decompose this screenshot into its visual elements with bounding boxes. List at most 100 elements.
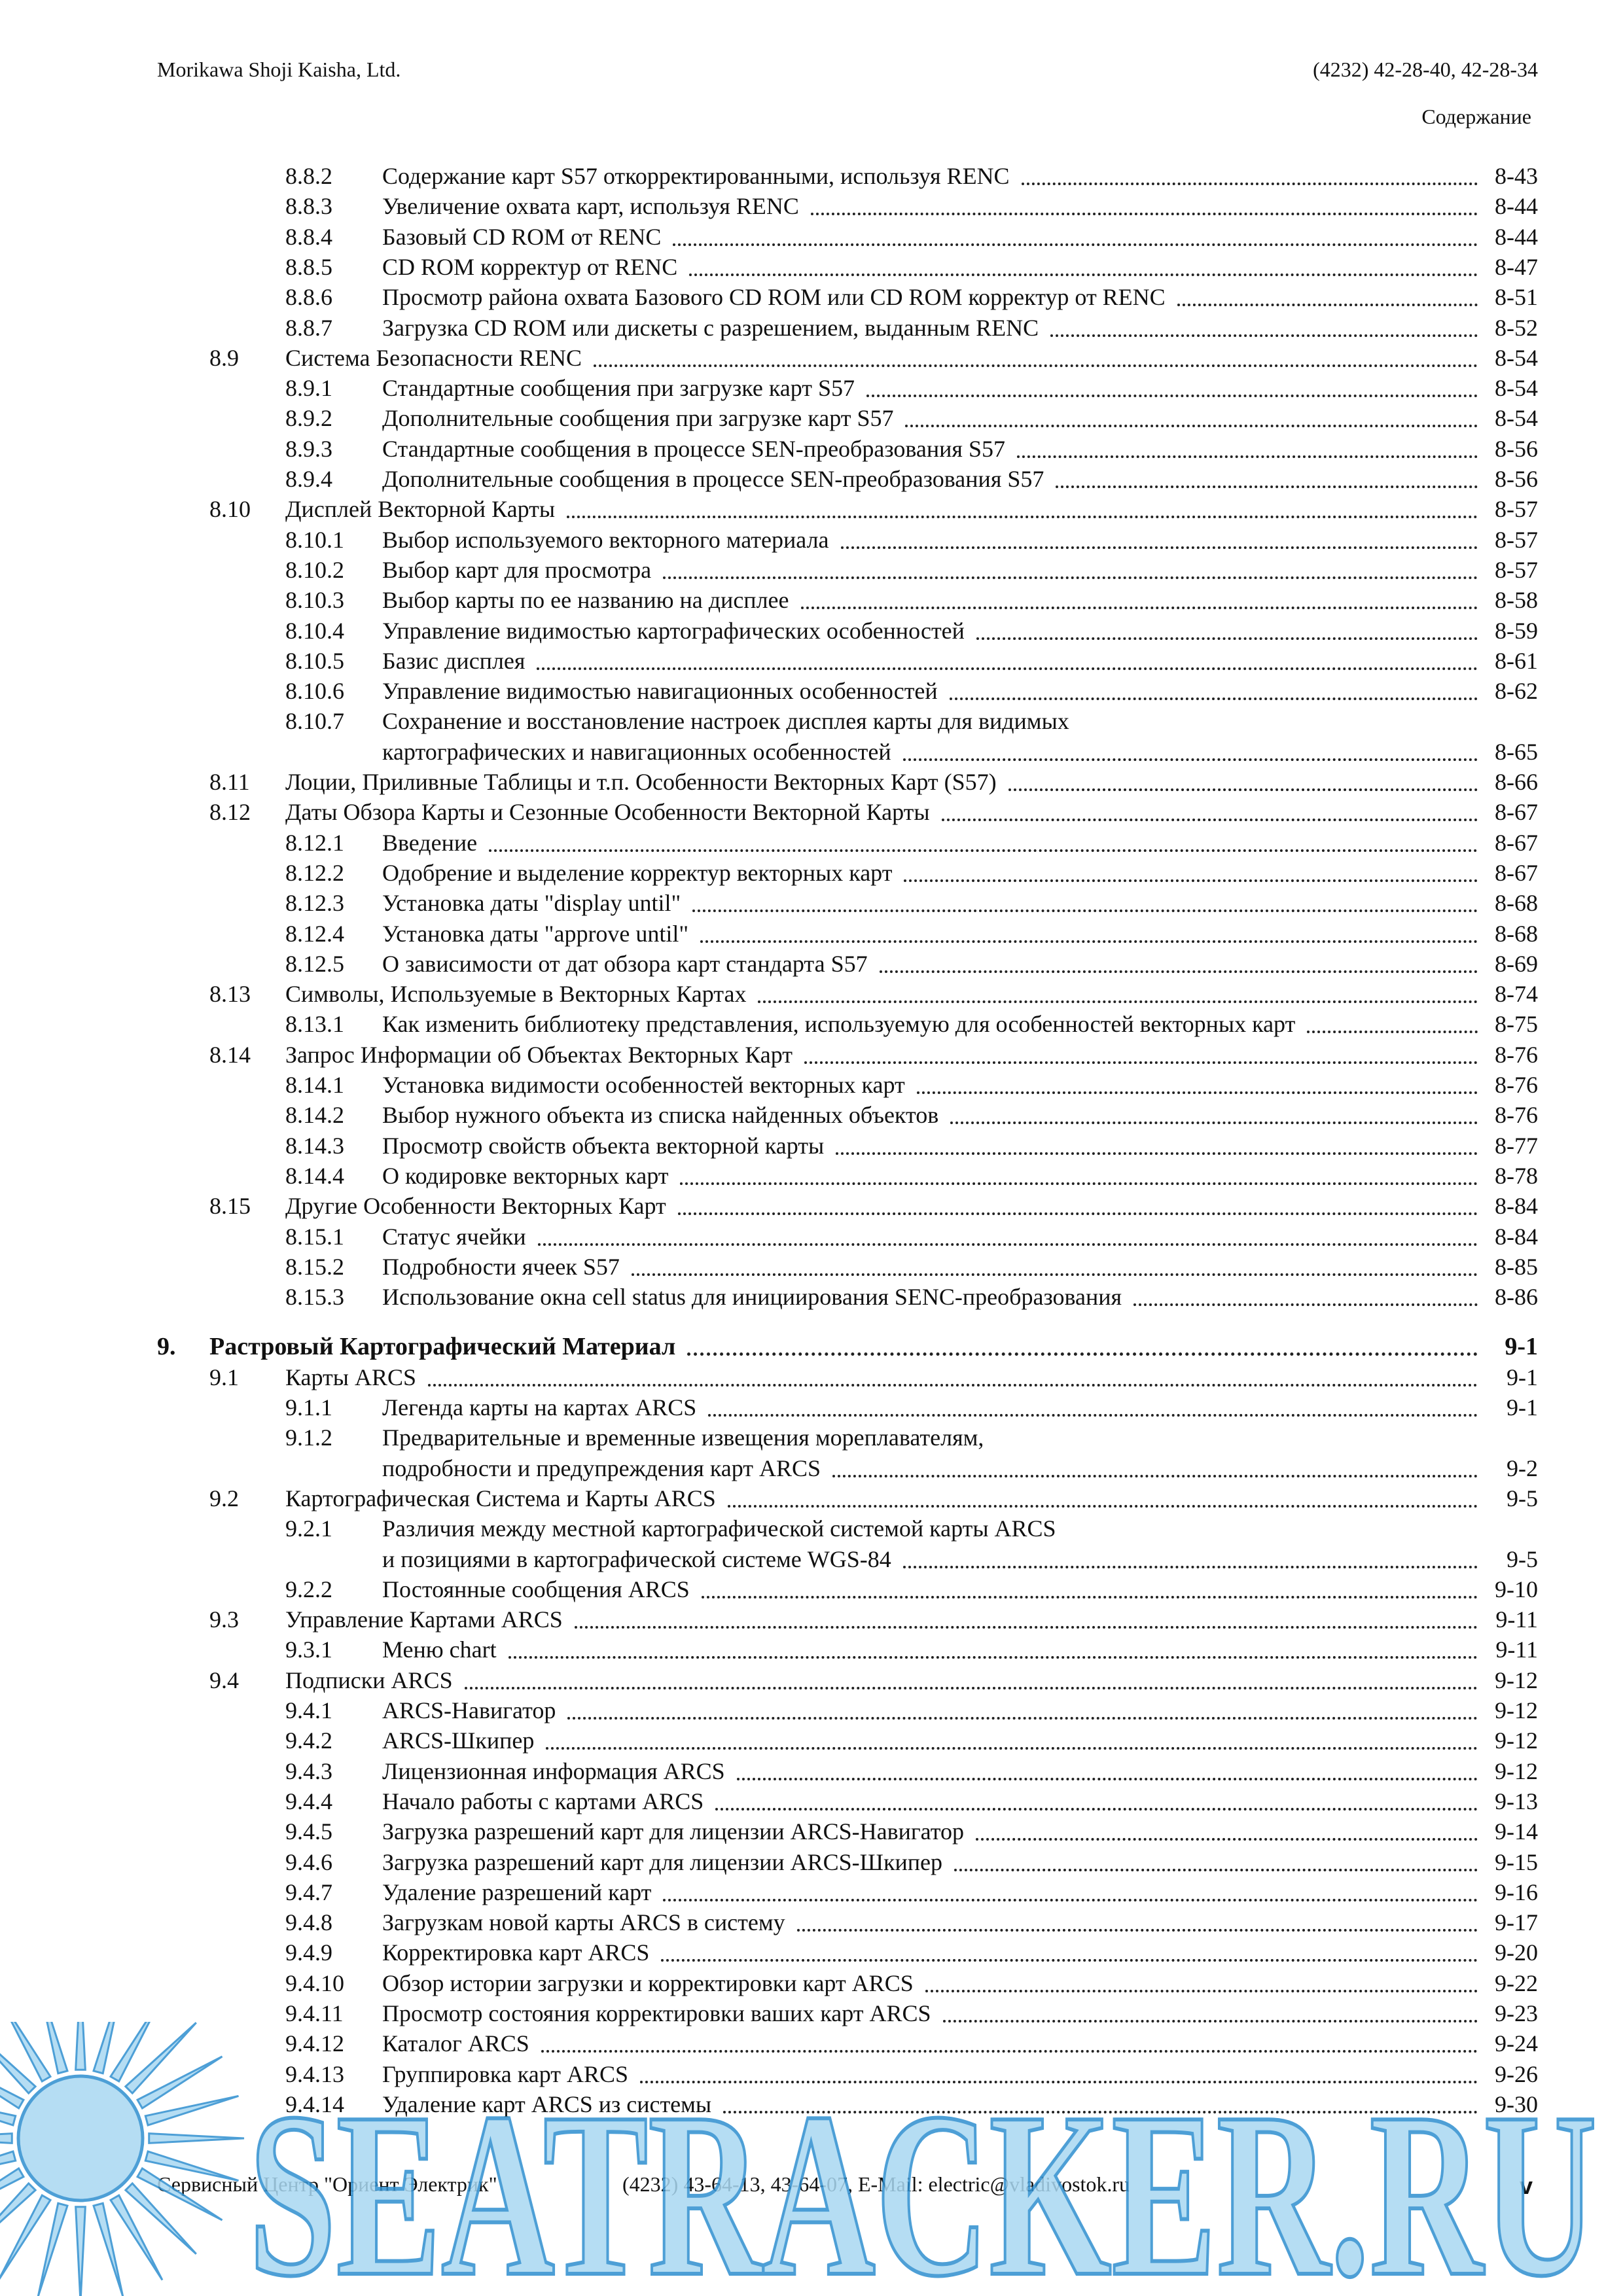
toc-row: 9.4.7 Удаление разрешений карт 9-16 — [157, 1877, 1538, 1907]
entry-number: 8.15.1 — [285, 1223, 344, 1250]
toc-row: 8.14.2 Выбор нужного объекта из списка на… — [157, 1100, 1538, 1130]
toc-row: 9.4.13 Группировка карт ARCS 9-26 — [157, 2059, 1538, 2089]
entry-number: 9.4.13 — [285, 2060, 344, 2087]
watermark: SEATRACKER.RU — [0, 2022, 1599, 2296]
sun-ray — [92, 2202, 124, 2296]
dot-leader — [879, 970, 1478, 973]
entry-number: 8.11 — [209, 769, 250, 795]
entry-title: Установка даты "approve until" — [382, 920, 689, 947]
toc-row: 8.8.5 CD ROM корректур от RENC 8-47 — [157, 252, 1538, 282]
dot-leader — [593, 364, 1478, 367]
entry-page: 9-26 — [1495, 2060, 1538, 2087]
entry-page: 8-68 — [1495, 890, 1538, 917]
entry-page: 9-5 — [1507, 1545, 1538, 1572]
entry-title: Удаление разрешений карт — [382, 1879, 652, 1905]
toc-row: 9.3 Управление Картами ARCS 9-11 — [157, 1604, 1538, 1634]
entry-title: Выбор нужного объекта из списка найденны… — [382, 1102, 939, 1129]
entry-page: 9-24 — [1495, 2030, 1538, 2057]
entry-page: 8-77 — [1495, 1132, 1538, 1159]
entry-title: Начало работы с картами ARCS — [382, 1788, 704, 1814]
dot-leader — [810, 213, 1478, 216]
dot-leader — [1133, 1303, 1478, 1307]
entry-title: Просмотр района охвата Базового CD ROM и… — [382, 284, 1166, 311]
sun-ray — [124, 2181, 197, 2255]
entry-title: Удаление карт ARCS из системы — [382, 2091, 712, 2117]
entry-page: 8-76 — [1495, 1102, 1538, 1129]
entry-number: 8.9 — [209, 344, 239, 371]
entry-number: 8.10.2 — [285, 556, 344, 583]
entry-title: Выбор карты по ее названию на дисплее — [382, 587, 789, 614]
entry-title: Использование окна cell status для иници… — [382, 1284, 1122, 1311]
toc-row: 9.4.1 ARCS-Навигатор 9-12 — [157, 1695, 1538, 1725]
dot-leader — [916, 1091, 1478, 1094]
toc-row: 9.4.9 Корректировка карт ARCS 9-20 — [157, 1937, 1538, 1968]
entry-page: 9-1 — [1507, 1364, 1538, 1390]
sun-ray — [0, 2111, 17, 2127]
dot-leader — [489, 849, 1478, 852]
entry-page: 8-76 — [1495, 1041, 1538, 1068]
dot-leader — [727, 1504, 1478, 1508]
dot-leader — [687, 1352, 1478, 1356]
dot-leader — [723, 2110, 1478, 2113]
dot-leader — [692, 910, 1478, 913]
entry-number: 8.15.3 — [285, 1284, 344, 1311]
toc-row: 8.8.2 Содержание карт S57 откорректирован… — [157, 161, 1538, 191]
dot-leader — [836, 1152, 1478, 1155]
sun-ray — [124, 2022, 197, 2095]
entry-page: 8-54 — [1495, 375, 1538, 402]
toc-row: 8.12.4 Установка даты "approve until" 8-68 — [157, 919, 1538, 949]
toc-row: 8.11 Лоции, Приливные Таблицы и т.п. Особ… — [157, 767, 1538, 797]
sun-ray — [109, 2022, 151, 2083]
entry-title: Другие Особенности Векторных Карт — [285, 1193, 666, 1220]
entry-title: Дисплей Векторной Карты — [285, 496, 556, 523]
dot-leader — [949, 698, 1478, 701]
entry-number: 8.9.2 — [285, 405, 332, 432]
toc-row: 8.14.4 О кодировке векторных карт 8-78 — [157, 1161, 1538, 1191]
toc-row: 9.4.8 Загрузкам новой карты ARCS в систем… — [157, 1907, 1538, 1937]
toc-row: 8.12.3 Установка даты "display until" 8-68 — [157, 888, 1538, 918]
entry-title: Как изменить библиотеку представления, и… — [382, 1011, 1296, 1038]
toc-row: 9.1.1 Легенда карты на картах ARCS 9-1 — [157, 1392, 1538, 1422]
entry-number: 9.2 — [209, 1485, 239, 1511]
sun-ray — [46, 2022, 69, 2075]
entry-title: Увеличение охвата карт, используя RENC — [382, 193, 799, 220]
entry-title: ARCS-Шкипер — [382, 1727, 535, 1754]
entry-page: 8-67 — [1495, 829, 1538, 856]
entry-page: 9-1 — [1505, 1333, 1538, 1361]
entry-title: Корректировка карт ARCS — [382, 1939, 650, 1966]
toc-row: 8.13 Символы, Используемые в Векторных Ка… — [157, 979, 1538, 1009]
sun-ray — [0, 2132, 13, 2144]
dot-leader — [663, 1898, 1478, 1901]
entry-title: Обзор истории загрузки и корректировки к… — [382, 1969, 914, 1996]
entry-number: 8.9.1 — [285, 375, 332, 402]
dot-leader — [976, 637, 1478, 640]
entry-page: 9-11 — [1495, 1606, 1538, 1633]
entry-number: 8.8.5 — [285, 253, 332, 280]
entry-title: Подписки ARCS — [285, 1667, 453, 1693]
entry-title: Подробности ячеек S57 — [382, 1253, 620, 1280]
toc-row: 8.15.1 Статус ячейки 8-84 — [157, 1222, 1538, 1252]
entry-page: 9-2 — [1507, 1455, 1538, 1481]
entry-title: Одобрение и выделение корректур векторны… — [382, 859, 893, 886]
toc-row: 9.2.1 Различия между местной картографиче… — [157, 1513, 1538, 1544]
toc-row: 9.2 Картографическая Система и Карты ARCS… — [157, 1483, 1538, 1513]
entry-number: 9.4.11 — [285, 2000, 344, 2026]
dot-leader — [661, 1959, 1478, 1962]
entry-page: 9-12 — [1495, 1667, 1538, 1693]
toc-row: 8.9.3 Стандартные сообщения в процессе SE… — [157, 434, 1538, 464]
dot-leader — [708, 1414, 1478, 1417]
toc-row: 9.4.4 Начало работы с картами ARCS 9-13 — [157, 1786, 1538, 1816]
toc-row: 9.4.11 Просмотр состояния корректировки в… — [157, 1998, 1538, 2028]
dot-leader — [631, 1273, 1478, 1276]
entry-page: 8-78 — [1495, 1162, 1538, 1189]
sun-ray — [0, 2087, 26, 2110]
toc-row: 8.8.7 Загрузка CD ROM или дискеты с разре… — [157, 313, 1538, 343]
toc-row: 9.4.12 Каталог ARCS 9-24 — [157, 2028, 1538, 2058]
entry-title: Загрузка CD ROM или дискеты с разрешение… — [382, 314, 1039, 341]
dot-leader — [942, 2020, 1478, 2022]
entry-number: 9.4.12 — [285, 2030, 344, 2057]
toc-row: 8.14.1 Установка видимости особенностей в… — [157, 1070, 1538, 1100]
entry-page: 8-85 — [1495, 1253, 1538, 1280]
entry-number: 9.4.8 — [285, 1909, 332, 1936]
sun-ray — [144, 2094, 239, 2127]
